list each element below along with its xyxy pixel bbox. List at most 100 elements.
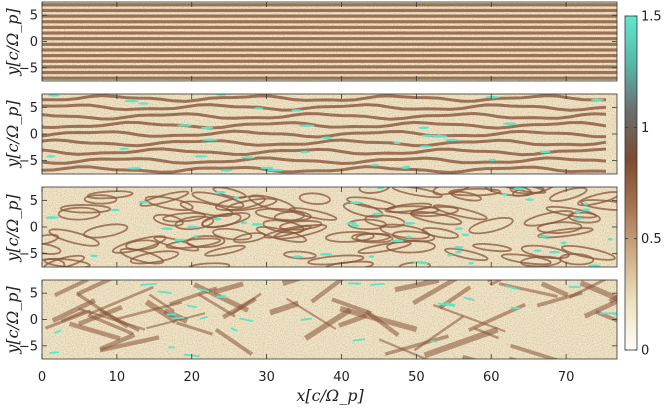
y-axis-label-1: y[c/Ω_p] xyxy=(3,8,22,77)
density-peak xyxy=(349,201,363,204)
turbulent-filament xyxy=(338,313,367,328)
stripe xyxy=(42,65,617,69)
turbulent-filament xyxy=(579,280,617,302)
density-peak xyxy=(171,316,185,320)
cell-boundary xyxy=(545,205,598,219)
cell-boundary xyxy=(288,207,338,221)
density-peak xyxy=(510,306,521,310)
density-peak xyxy=(612,313,617,316)
cell-boundary xyxy=(472,242,512,253)
density-peak xyxy=(502,122,517,125)
density-peak xyxy=(173,238,185,242)
cell-boundary xyxy=(357,241,412,255)
density-peak xyxy=(216,191,226,194)
cell-boundary xyxy=(580,199,617,212)
filament xyxy=(42,94,607,103)
panel-1: −5 0 5 xyxy=(19,1,618,82)
density-peak xyxy=(157,290,172,294)
filament xyxy=(42,147,607,157)
cell-boundary xyxy=(324,260,375,267)
density-peak xyxy=(46,155,56,158)
density-peak xyxy=(420,134,436,137)
x-axis-label: x[c/Ω_p] xyxy=(296,386,364,405)
density-peak xyxy=(413,261,423,264)
y-tick-label: −5 xyxy=(19,154,38,169)
density-peak xyxy=(267,169,284,172)
density-peak xyxy=(119,147,129,151)
density-peak xyxy=(549,250,560,254)
density-peak xyxy=(300,150,310,154)
x-tick-label: 30 xyxy=(258,370,275,385)
filament xyxy=(42,165,607,174)
cell-boundary xyxy=(560,244,616,261)
density-peak xyxy=(454,227,463,230)
density-peak xyxy=(298,124,315,127)
stripe xyxy=(42,37,617,41)
y-axis-label-3: y[c/Ω_p] xyxy=(3,194,22,263)
turbulent-filament xyxy=(432,303,506,333)
density-peak xyxy=(513,187,526,191)
stripe xyxy=(42,48,617,52)
density-peak xyxy=(560,241,567,245)
y-tick-label: 0 xyxy=(30,221,38,236)
cell-boundary xyxy=(174,215,215,231)
cell-boundary xyxy=(201,212,242,229)
density-peak xyxy=(240,221,248,225)
density-peak xyxy=(539,150,551,154)
density-peak xyxy=(200,126,214,130)
turbulent-filament xyxy=(77,307,146,331)
y-tick-label: 5 xyxy=(30,9,38,24)
density-peak xyxy=(124,99,139,103)
density-peak xyxy=(240,156,255,159)
cell-boundary xyxy=(212,227,253,241)
filament xyxy=(42,129,607,139)
density-peak xyxy=(254,107,263,110)
density-peak xyxy=(220,169,233,172)
turbulent-filament xyxy=(394,280,440,293)
density-peak xyxy=(49,351,59,355)
filament xyxy=(42,120,607,130)
stripe xyxy=(42,76,617,80)
cell-boundary xyxy=(179,200,234,218)
density-peak xyxy=(505,285,518,290)
turbulent-filament xyxy=(473,327,500,340)
panel-2: −5 0 5 xyxy=(19,93,618,175)
filament xyxy=(42,138,607,148)
density-peak xyxy=(186,304,198,309)
turbulent-filament xyxy=(595,309,617,323)
colorbar-tick-label: 0 xyxy=(641,344,649,359)
density-peak xyxy=(368,255,375,258)
density-peak xyxy=(45,216,60,219)
filament xyxy=(42,156,607,166)
density-peak xyxy=(453,246,464,249)
cell-boundary xyxy=(144,195,194,211)
turbulent-filament xyxy=(76,280,113,296)
density-peak xyxy=(371,163,379,167)
stripe xyxy=(42,70,617,75)
turbulent-filament xyxy=(213,281,244,295)
stripe xyxy=(42,54,617,58)
cell-boundary xyxy=(283,250,317,260)
density-peak xyxy=(291,109,302,112)
density-peak xyxy=(461,233,470,237)
density-peak xyxy=(454,250,462,254)
colorbar-tick-label: 0.5 xyxy=(641,232,662,247)
density-peak xyxy=(300,317,312,321)
y-axis-label-2: y[c/Ω_p] xyxy=(3,100,22,169)
turbulent-filament xyxy=(498,282,558,298)
y-axis-label-4: y[c/Ω_p] xyxy=(3,286,22,355)
x-tick-label: 20 xyxy=(183,370,200,385)
density-peak xyxy=(251,223,263,226)
turbulent-filament xyxy=(510,343,560,359)
x-tick-label: 10 xyxy=(109,370,126,385)
turbulent-filament xyxy=(163,308,189,324)
cell-boundary xyxy=(537,227,594,239)
density-peak xyxy=(230,327,238,332)
density-peak xyxy=(54,329,62,334)
density-peak xyxy=(199,315,208,320)
density-peak xyxy=(402,221,416,225)
x-axis: 0 10 20 30 40 50 60 70 xyxy=(38,370,575,385)
cell-boundary xyxy=(509,187,545,195)
density-peak xyxy=(90,254,98,258)
